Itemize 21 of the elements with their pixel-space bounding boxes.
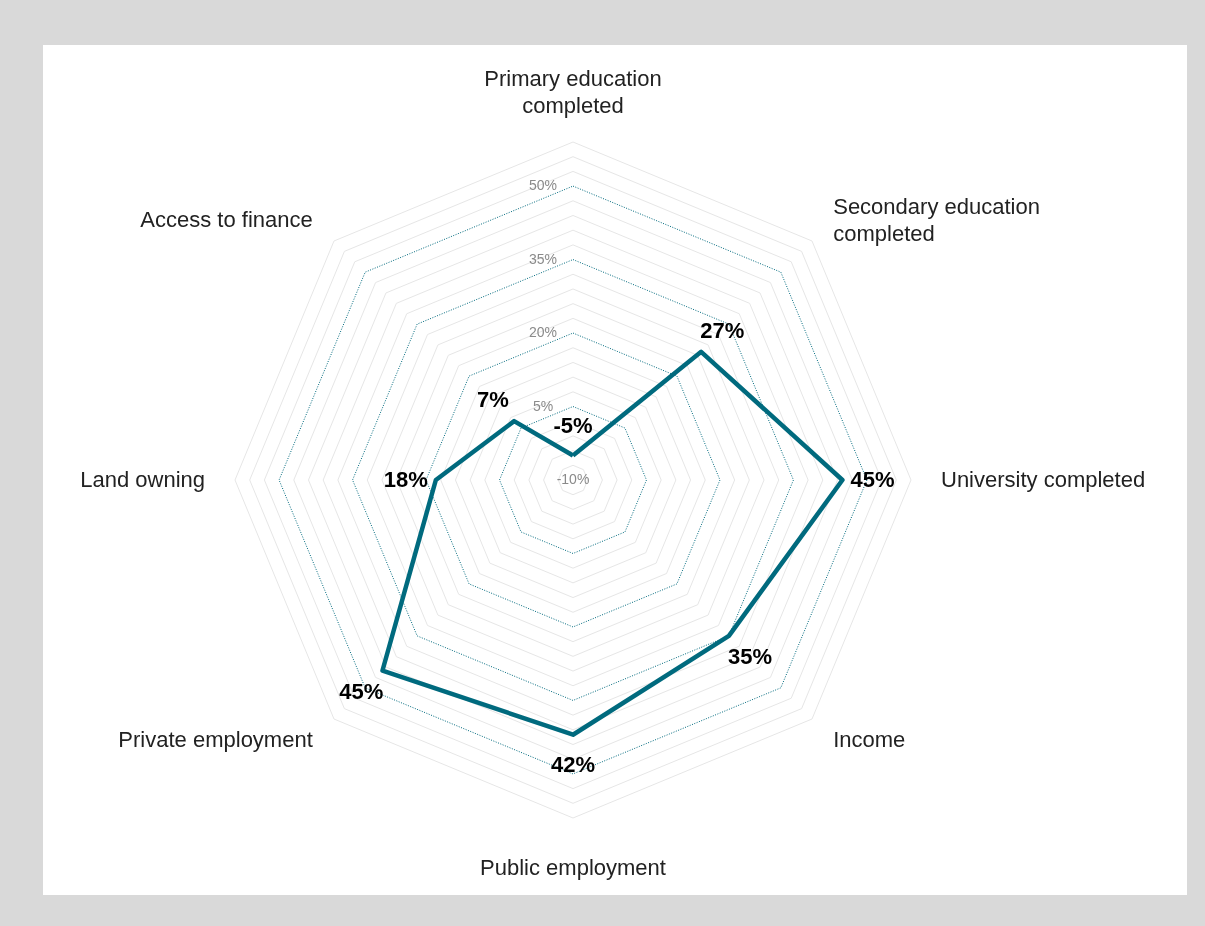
data-label: 35% bbox=[728, 644, 773, 670]
data-label: 45% bbox=[850, 467, 895, 492]
y-tick-label: 50% bbox=[528, 177, 558, 194]
y-tick-label: 5% bbox=[532, 397, 554, 414]
spoke-label: Access to finance bbox=[140, 206, 313, 232]
y-tick-label: -10% bbox=[556, 471, 590, 487]
spoke-label: University completed bbox=[941, 467, 1146, 492]
y-tick-label: 20% bbox=[528, 324, 558, 341]
spoke-label: Public employment bbox=[480, 855, 666, 880]
spoke-label: Secondary education completed bbox=[833, 193, 1040, 246]
spoke-label: Income bbox=[833, 727, 906, 753]
spoke-label: Primary education completed bbox=[484, 66, 662, 118]
data-label: 18% bbox=[383, 467, 428, 492]
data-label: 42% bbox=[550, 751, 596, 777]
data-label: 45% bbox=[339, 678, 384, 704]
spoke-label: Private employment bbox=[118, 727, 313, 753]
data-label: -5% bbox=[553, 412, 593, 438]
data-label: 27% bbox=[700, 317, 745, 343]
data-label: 7% bbox=[477, 386, 509, 412]
y-tick-label: 35% bbox=[528, 250, 558, 267]
spoke-label: Land owning bbox=[80, 467, 205, 492]
